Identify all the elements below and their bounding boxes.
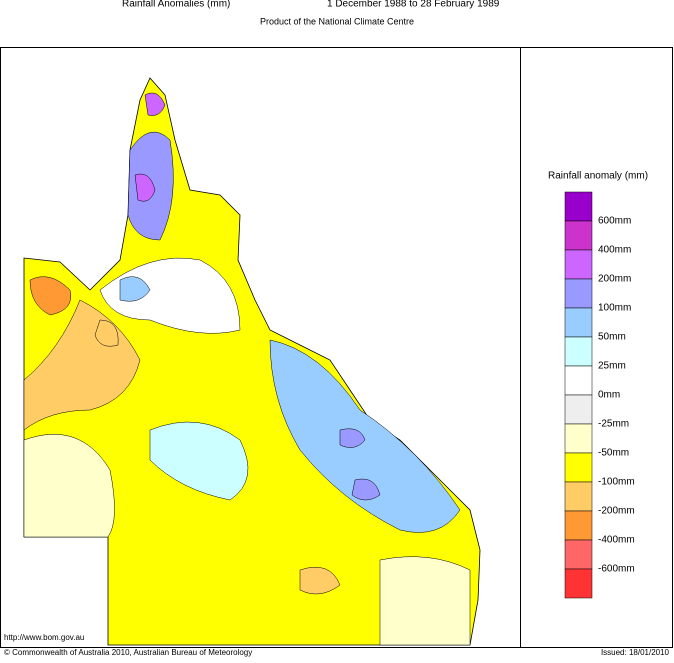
- legend-label: -400mm: [598, 535, 635, 546]
- legend-label: 400mm: [598, 245, 631, 256]
- anomaly-region: [149, 421, 249, 501]
- legend-swatch: [564, 423, 593, 454]
- legend-swatch: [564, 452, 593, 483]
- legend-label: -100mm: [598, 477, 635, 488]
- legend-swatch: [564, 510, 593, 541]
- legend-swatch: [564, 365, 593, 396]
- anomaly-region: [144, 92, 166, 116]
- legend-swatch: [564, 539, 593, 570]
- legend-swatch: [564, 394, 593, 425]
- copyright: © Commonwealth of Australia 2010, Austra…: [4, 648, 252, 657]
- legend-swatch: [564, 568, 593, 599]
- anomaly-region: [134, 173, 156, 202]
- legend-swatch: [564, 307, 593, 338]
- legend-label: 25mm: [598, 361, 626, 372]
- legend-label: 0mm: [598, 390, 620, 401]
- legend-swatch: [564, 191, 593, 222]
- anomaly-region: [29, 276, 72, 316]
- issued: Issued: 18/01/2010: [601, 648, 670, 657]
- legend-label: -200mm: [598, 506, 635, 517]
- anomaly-region: [119, 276, 151, 302]
- legend-swatch: [564, 249, 593, 280]
- legend-label: 50mm: [598, 332, 626, 343]
- title: Rainfall Anomalies (mm): [122, 0, 230, 10]
- anomaly-region: [94, 319, 341, 595]
- url: http://www.bom.gov.au: [4, 633, 84, 642]
- frame: [0, 47, 673, 648]
- legend: 600mm 400mm 200mm 100mm 50mm 25mm 0mm -25mm -50m…: [564, 191, 635, 599]
- legend-label: 600mm: [598, 216, 631, 227]
- legend-label: -600mm: [598, 564, 635, 575]
- anomaly-region: [339, 428, 381, 501]
- legend-label: -50mm: [598, 448, 629, 459]
- subtitle: Product of the National Climate Centre: [260, 16, 414, 26]
- legend-swatch: [564, 481, 593, 512]
- legend-title: Rainfall anomaly (mm): [548, 171, 648, 182]
- legend-label: 200mm: [598, 274, 631, 285]
- legend-swatch: [564, 336, 593, 367]
- legend-label: -25mm: [598, 419, 629, 430]
- map: [23, 77, 481, 646]
- legend-swatch: [564, 278, 593, 309]
- anomaly-region: [379, 556, 471, 646]
- anomaly-region: [269, 339, 461, 533]
- anomaly-region: [23, 434, 115, 538]
- period: 1 December 1988 to 28 February 1989: [327, 0, 500, 10]
- legend-label: 100mm: [598, 303, 631, 314]
- legend-swatch: [564, 220, 593, 251]
